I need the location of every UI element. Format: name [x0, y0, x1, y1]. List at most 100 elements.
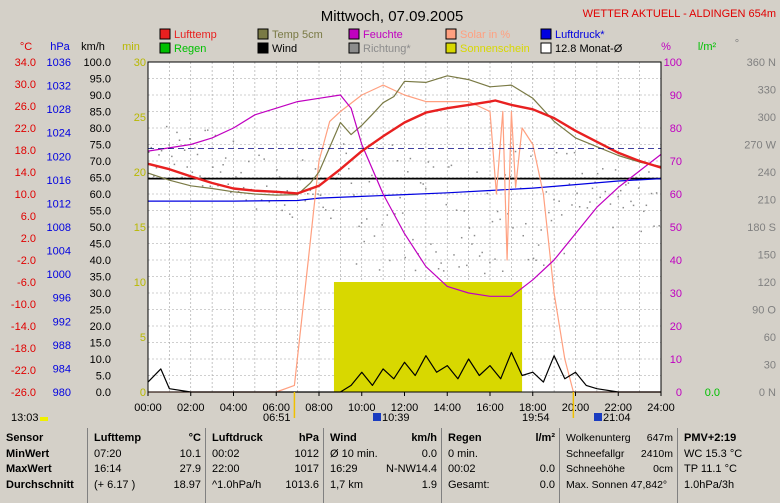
axis-tick-label: 120 — [758, 277, 776, 289]
axis-tick-label: 1000 — [47, 269, 71, 281]
pressure-min-time: 00:02 — [212, 447, 240, 460]
axis-tick-label: 10.0 — [90, 354, 111, 366]
direction-point — [191, 171, 194, 174]
direction-point — [322, 206, 324, 209]
direction-point — [330, 217, 332, 220]
direction-point — [630, 200, 632, 203]
direction-point — [576, 192, 578, 194]
axis-unit: min — [122, 41, 140, 53]
direction-point — [240, 171, 242, 174]
axis-tick-label: 65.0 — [90, 173, 111, 185]
direction-point — [227, 183, 230, 185]
direction-point — [307, 193, 309, 195]
direction-point — [353, 194, 355, 196]
axis-tick-label: 988 — [53, 340, 71, 352]
axis-tick-label: 10.0 — [15, 189, 36, 201]
direction-point — [614, 169, 617, 171]
moonset-time: 21:04 — [603, 412, 631, 424]
direction-point — [442, 270, 445, 272]
direction-point — [268, 201, 271, 203]
direction-point — [178, 139, 181, 141]
direction-point — [653, 225, 655, 227]
direction-point — [627, 182, 630, 184]
direction-point — [525, 222, 527, 225]
direction-point — [230, 191, 232, 194]
direction-point — [578, 206, 581, 208]
direction-point — [448, 166, 450, 168]
direction-point — [494, 258, 496, 260]
direction-point — [560, 214, 563, 216]
dew-point: TP 11.1 °C — [684, 463, 737, 475]
direction-point — [419, 182, 422, 184]
temp-min-time: 07:20 — [94, 447, 122, 460]
direction-point — [612, 226, 614, 229]
direction-point — [432, 166, 435, 168]
legend-swatch — [445, 28, 457, 40]
direction-point — [499, 218, 501, 221]
direction-point — [337, 173, 340, 175]
time-tick-label: 08:00 — [305, 402, 333, 414]
legend-label: Luftdruck* — [555, 29, 605, 41]
direction-point — [350, 182, 353, 185]
axis-tick-label: 5.0 — [96, 371, 111, 383]
direction-point — [558, 200, 560, 202]
direction-point — [435, 251, 437, 253]
axis-tick-label: 992 — [53, 316, 71, 328]
direction-point — [394, 213, 396, 215]
snowline-label: Schneefallgr — [566, 447, 625, 460]
axis-tick-label: 40.0 — [90, 255, 111, 267]
direction-point — [430, 243, 432, 245]
chart-series — [147, 75, 662, 393]
rain-time: 00:02 — [448, 463, 476, 475]
direction-point — [201, 185, 204, 187]
axis-tick-label: 15.0 — [90, 338, 111, 350]
snowline-value: 2410m — [640, 447, 673, 460]
direction-point — [509, 175, 512, 178]
direction-point — [412, 238, 414, 241]
direction-point — [286, 190, 289, 192]
direction-point — [148, 151, 150, 154]
axis-tick-label: 984 — [53, 363, 71, 375]
direction-point — [396, 160, 399, 162]
rain-head: Regen — [448, 432, 482, 444]
axis-tick-label: 26.0 — [15, 101, 36, 113]
direction-point — [181, 176, 183, 179]
snow-depth-value: 0cm — [653, 463, 673, 475]
direction-point — [625, 184, 627, 186]
axis-tick-label: 80 — [670, 123, 682, 135]
direction-point — [342, 143, 345, 145]
direction-point — [312, 193, 314, 196]
direction-point — [391, 144, 394, 146]
legend-swatch — [257, 28, 269, 40]
pressure-max-time: 22:00 — [212, 463, 240, 475]
temp-min-value: 10.1 — [179, 447, 201, 460]
direction-point — [196, 153, 199, 156]
direction-point — [165, 125, 168, 128]
wind-max-value: 14.4 — [415, 463, 437, 475]
direction-point — [589, 201, 591, 203]
direction-point — [422, 183, 424, 185]
direction-point — [183, 149, 186, 151]
pressure-min-value: 1012 — [294, 447, 319, 460]
legend-swatch — [445, 42, 457, 54]
direction-point — [401, 212, 404, 214]
direction-point — [189, 138, 191, 140]
wind-unit: km/h — [411, 432, 437, 444]
direction-point — [604, 190, 607, 193]
axis-tick-label: 0 N — [759, 387, 776, 399]
direction-point — [358, 225, 360, 228]
axis-unit: km/h — [81, 41, 105, 53]
sensor-row-min: MinWert — [6, 447, 50, 460]
temp-unit: °C — [188, 432, 201, 444]
sunshine-bar — [333, 282, 523, 392]
direction-point — [473, 234, 476, 237]
axis-unit: l/m² — [698, 41, 717, 53]
direction-point — [643, 210, 645, 213]
direction-point — [304, 200, 306, 202]
axis-tick-label: 0.0 — [705, 387, 720, 399]
direction-point — [648, 171, 650, 173]
direction-point — [232, 140, 235, 142]
series-luftdruck-line — [148, 178, 662, 202]
axis-tick-label: 1012 — [47, 198, 71, 210]
time-tick-label: 16:00 — [476, 402, 504, 414]
